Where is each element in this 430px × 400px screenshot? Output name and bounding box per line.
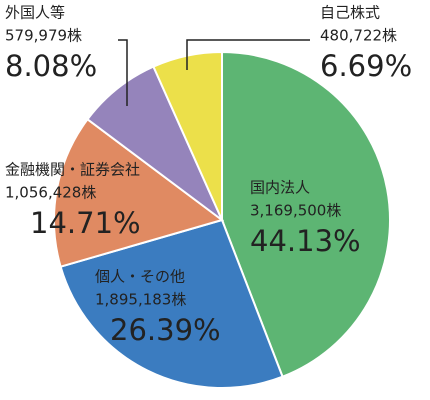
value-label: 26.39% bbox=[110, 313, 221, 347]
pie bbox=[53, 50, 391, 389]
value-label: 8.08% bbox=[5, 49, 97, 83]
slice-name: 自己株式 bbox=[320, 4, 380, 22]
leader-line bbox=[118, 39, 128, 106]
slice-name: 金融機関・証券会社 bbox=[5, 161, 140, 179]
slice-name: 外国人等 bbox=[5, 4, 65, 22]
pie-slice bbox=[59, 218, 284, 389]
share-count: 3,169,500株 bbox=[250, 202, 341, 220]
share-count: 480,722株 bbox=[320, 27, 397, 45]
share-count: 1,056,428株 bbox=[5, 184, 96, 202]
value-label: 44.13% bbox=[250, 224, 361, 258]
leader-line bbox=[186, 39, 310, 70]
slice-name: 国内法人 bbox=[250, 179, 310, 197]
slice-name: 個人・その他 bbox=[95, 268, 185, 286]
pie-slice bbox=[221, 50, 391, 378]
share-count: 1,895,183株 bbox=[95, 291, 186, 309]
value-label: 6.69% bbox=[320, 49, 412, 83]
value-label: 14.71% bbox=[30, 206, 141, 240]
pie-slice bbox=[53, 117, 225, 268]
share-count: 579,979株 bbox=[5, 27, 82, 45]
